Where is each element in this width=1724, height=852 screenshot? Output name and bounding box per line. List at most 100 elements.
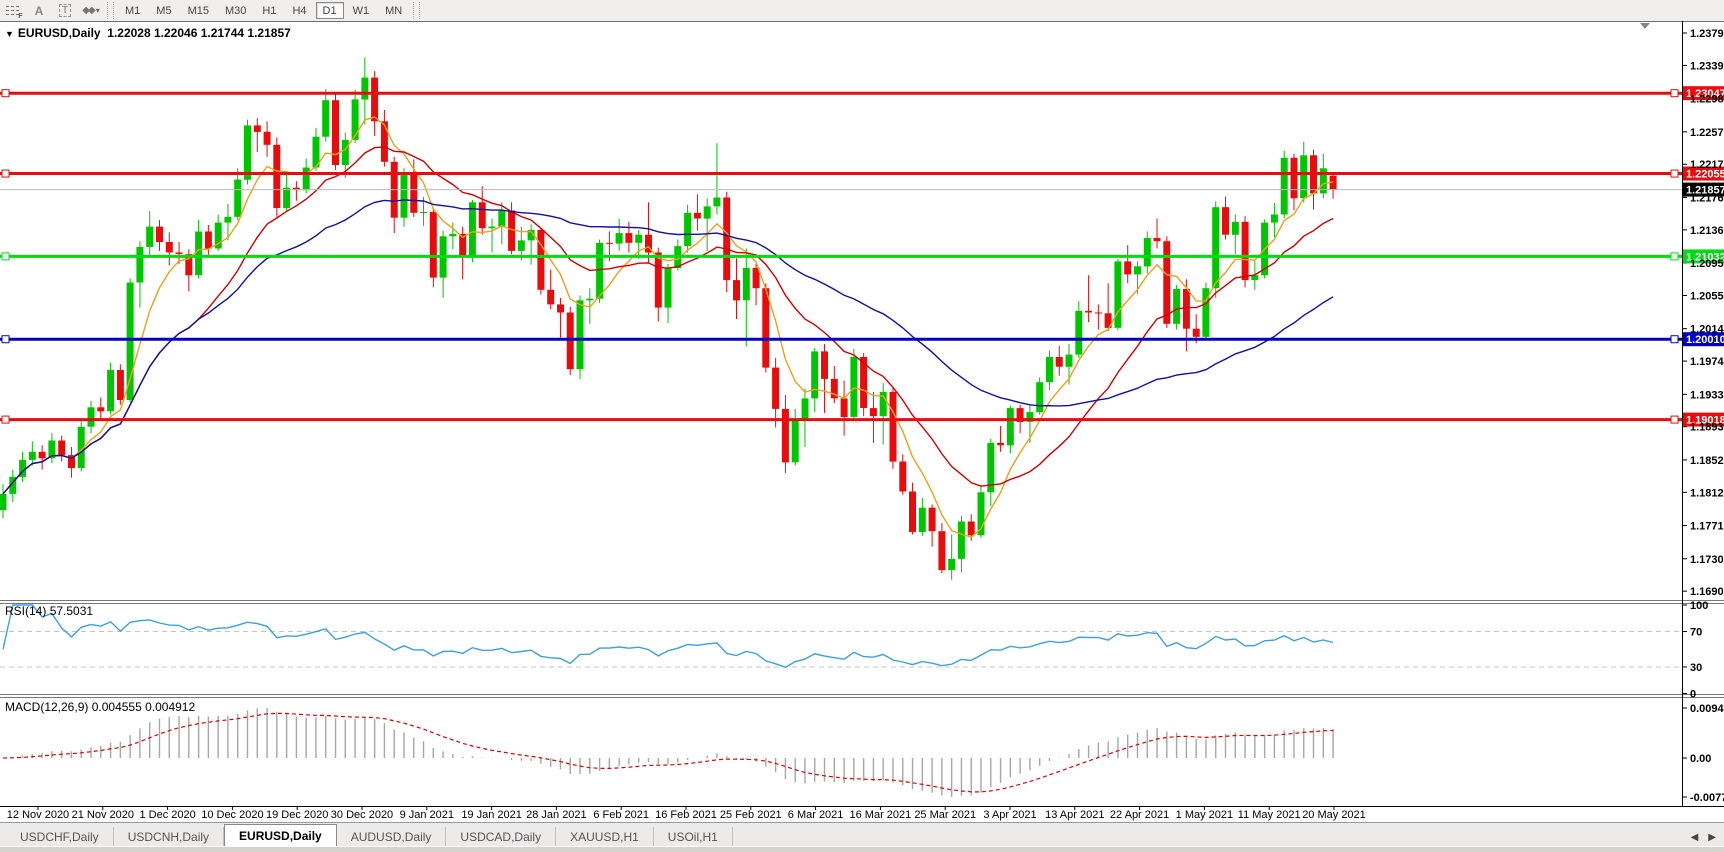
svg-text:11 May 2021: 11 May 2021 [1238,809,1301,821]
rsi-panel: 100 70 30 0 [0,600,1708,701]
chart-tab-usdcnh[interactable]: USDCNH,Daily [114,827,225,847]
text-tool-button[interactable]: A [27,1,51,20]
chart-tab-usoil[interactable]: USOil,H1 [654,827,733,847]
svg-text:1 Dec 2020: 1 Dec 2020 [139,809,195,821]
hline-1.23047[interactable]: 1.23047 [0,86,1724,101]
hline-1.20010[interactable]: 1.20010 [0,332,1724,347]
svg-text:6 Mar 2021: 6 Mar 2021 [788,809,844,821]
chart-tab-usdcad[interactable]: USDCAD,Daily [446,827,557,847]
chart-tab-usdchf[interactable]: USDCHF,Daily [6,827,114,847]
arrows-icon: ◆◆ [82,5,95,16]
fibonacci-icon: F [5,5,23,20]
chart-tab-eurusd[interactable]: EURUSD,Daily [224,824,337,847]
timeframe-button-m5[interactable]: M5 [156,4,172,17]
timeframe-button-h1[interactable]: H1 [262,4,277,17]
hline-1.19018[interactable]: 1.19018 [0,412,1724,427]
svg-text:16 Mar 2021: 16 Mar 2021 [850,809,912,821]
toolbar: F A T ◆◆ ▾ M1 M5 M15 M30 H1 H4 D1 W1 MN [0,0,1724,22]
svg-text:1.22170: 1.22170 [1690,159,1724,171]
svg-text:1.23047: 1.23047 [1686,88,1724,100]
chevron-down-icon: ▾ [95,6,100,15]
svg-text:1.21760: 1.21760 [1690,192,1724,204]
svg-text:1 May 2021: 1 May 2021 [1176,809,1233,821]
chart-tab-xauusd[interactable]: XAUUSD,H1 [556,827,654,847]
price-axis-labels: 1.23790 1.23390 1.22980 1.22570 1.22170 1.217… [1690,28,1724,598]
svg-text:1.21032: 1.21032 [1686,251,1724,263]
svg-text:1.18120: 1.18120 [1690,487,1724,499]
svg-text:20 May 2021: 20 May 2021 [1302,809,1366,821]
svg-text:0.009478: 0.009478 [1690,703,1724,715]
svg-text:70: 70 [1690,627,1702,639]
svg-text:1.21857: 1.21857 [1686,185,1724,197]
svg-text:0: 0 [1690,689,1696,701]
svg-text:28 Jan 2021: 28 Jan 2021 [526,809,587,821]
label-tool-button[interactable]: T [53,1,77,20]
svg-text:1.22055: 1.22055 [1686,169,1724,181]
svg-text:1.23790: 1.23790 [1690,28,1724,40]
svg-text:1.20550: 1.20550 [1690,290,1724,302]
fibonacci-tool-button[interactable]: F [1,1,25,20]
svg-text:22 Apr 2021: 22 Apr 2021 [1110,809,1169,821]
svg-text:1.18520: 1.18520 [1690,455,1724,467]
hline-1.22055[interactable]: 1.22055 [0,166,1724,181]
timeframe-button-m30[interactable]: M30 [224,4,247,17]
svg-text:1.20010: 1.20010 [1686,334,1724,346]
svg-text:1.22570: 1.22570 [1690,127,1724,139]
timeframe-button-w1[interactable]: W1 [352,4,370,17]
svg-text:12 Nov 2020: 12 Nov 2020 [7,809,69,821]
svg-text:1.21360: 1.21360 [1690,225,1724,237]
macd-indicator-label: MACD(12,26,9) 0.004555 0.004912 [5,700,196,714]
svg-text:30: 30 [1690,662,1702,674]
svg-text:19 Jan 2021: 19 Jan 2021 [461,809,522,821]
svg-text:0.00: 0.00 [1690,753,1711,765]
svg-text:100: 100 [1690,600,1708,612]
chart-tabbar: USDCHF,Daily USDCNH,Daily EURUSD,Daily AUDU… [0,822,1724,847]
text-icon: A [34,3,44,18]
symbol-dropdown-icon[interactable]: ▼ [5,29,14,39]
svg-text:1.20140: 1.20140 [1690,324,1724,336]
svg-text:9 Jan 2021: 9 Jan 2021 [400,809,454,821]
macd-values: 0.004555 0.004912 [91,700,196,714]
rsi-indicator-label: RSI(14) 57.5031 [5,604,94,618]
svg-text:1.19740: 1.19740 [1690,356,1724,368]
label-icon: T [58,4,72,17]
tab-scroll-right-icon[interactable]: ▶ [1708,831,1716,843]
ohlc-values: 1.22028 1.22046 1.21744 1.21857 [107,26,291,40]
timeframe-button-d1[interactable]: D1 [315,2,344,19]
timeframe-button-mn[interactable]: MN [385,4,403,17]
svg-text:1.23390: 1.23390 [1690,60,1724,72]
status-strip [0,846,1724,852]
svg-text:19 Dec 2020: 19 Dec 2020 [266,809,328,821]
price-chart-canvas: 1.23047 1.22055 1.21032 1.20010 1.19018 1.218… [0,21,1724,822]
svg-text:1.20950: 1.20950 [1690,258,1724,270]
svg-text:1.22980: 1.22980 [1690,94,1724,106]
svg-text:10 Dec 2020: 10 Dec 2020 [201,809,263,821]
toolbar-separator [413,2,421,19]
timeframe-button-m1[interactable]: M1 [125,4,141,17]
arrows-tool-button[interactable]: ◆◆ ▾ [79,1,103,20]
rsi-value: 57.5031 [49,604,94,618]
chart-title: ▼ EURUSD,Daily 1.22028 1.22046 1.21744 1.… [5,26,291,40]
svg-text:25 Feb 2021: 25 Feb 2021 [720,809,782,821]
chart-tab-audusd[interactable]: AUDUSD,Daily [337,827,447,847]
symbol-name: EURUSD,Daily [17,26,101,40]
macd-panel: 0.009478 0.00 -0.00777 [2,703,1724,804]
horizontal-levels[interactable]: 1.23047 1.22055 1.21032 1.20010 1.19018 1.218… [0,86,1724,427]
hline-1.21032[interactable]: 1.21032 [0,249,1724,264]
svg-text:1.19330: 1.19330 [1690,389,1724,401]
svg-text:3 Apr 2021: 3 Apr 2021 [983,809,1036,821]
svg-text:16 Feb 2021: 16 Feb 2021 [655,809,717,821]
tab-scroll-left-icon[interactable]: ◀ [1690,831,1699,843]
timeframe-button-h4[interactable]: H4 [292,4,307,17]
timeframe-button-m15[interactable]: M15 [187,4,209,17]
moving-averages [2,116,1334,538]
svg-text:1.19018: 1.19018 [1686,415,1724,427]
svg-text:1.17300: 1.17300 [1690,554,1724,566]
svg-text:1.18930: 1.18930 [1690,422,1724,434]
svg-text:25 Mar 2021: 25 Mar 2021 [914,809,976,821]
svg-text:30 Dec 2020: 30 Dec 2020 [331,809,393,821]
svg-text:6 Feb 2021: 6 Feb 2021 [593,809,649,821]
date-axis: 12 Nov 2020 21 Nov 2020 1 Dec 2020 10 Dec 2… [7,806,1366,821]
svg-text:-0.00777: -0.00777 [1690,792,1724,804]
